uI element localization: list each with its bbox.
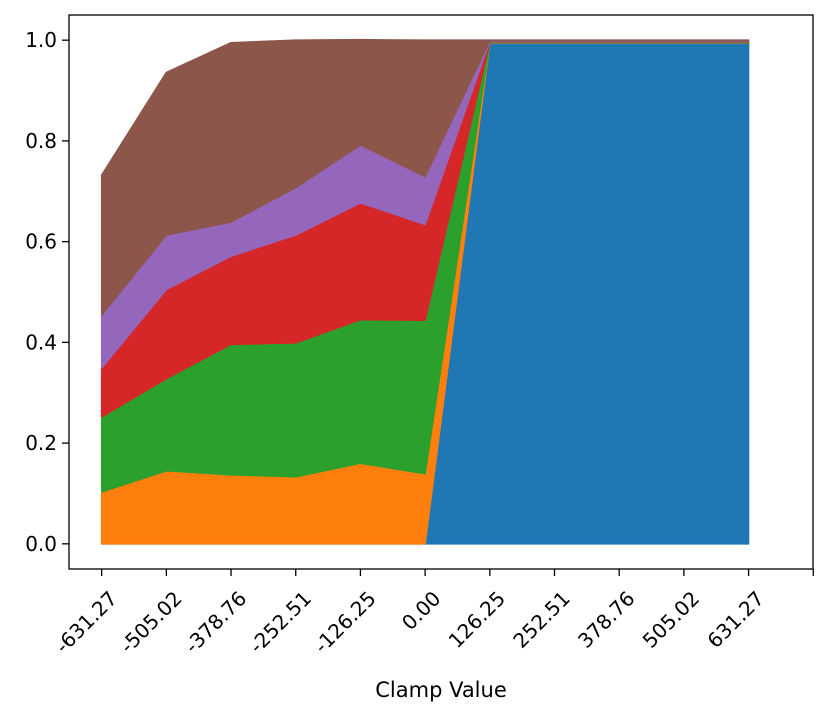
y-tick-label: 0.4 [25, 330, 57, 354]
x-tick-label: 0.00 [397, 586, 445, 634]
area-series-6 [100, 38, 750, 316]
x-tick-label: 378.76 [573, 586, 639, 652]
x-tick-label: -252.51 [244, 586, 316, 658]
x-tick-label: -505.02 [115, 586, 187, 658]
x-tick-label: -631.27 [50, 586, 122, 658]
y-tick-label: 0.6 [25, 230, 57, 254]
y-axis: 0.0 0.2 0.4 0.6 0.8 1.0 [25, 28, 69, 556]
x-axis: -631.27-505.02-378.76-252.51-126.25 0.001… [50, 569, 814, 658]
x-tick-label: -378.76 [180, 586, 252, 658]
x-tick-label: 505.02 [638, 586, 704, 652]
x-tick-label: 252.51 [508, 586, 574, 652]
x-axis-label: Clamp Value [375, 678, 507, 702]
y-tick-label: 0.8 [25, 129, 57, 153]
y-tick-label: 1.0 [25, 28, 57, 52]
x-tick-label: -126.25 [309, 586, 381, 658]
area-series-group [100, 38, 750, 545]
y-tick-label: 0.2 [25, 431, 57, 455]
x-tick-label: 126.25 [444, 586, 510, 652]
y-tick-label: 0.0 [25, 532, 57, 556]
x-tick-label: 631.27 [702, 586, 768, 652]
plot-frame [68, 14, 814, 570]
